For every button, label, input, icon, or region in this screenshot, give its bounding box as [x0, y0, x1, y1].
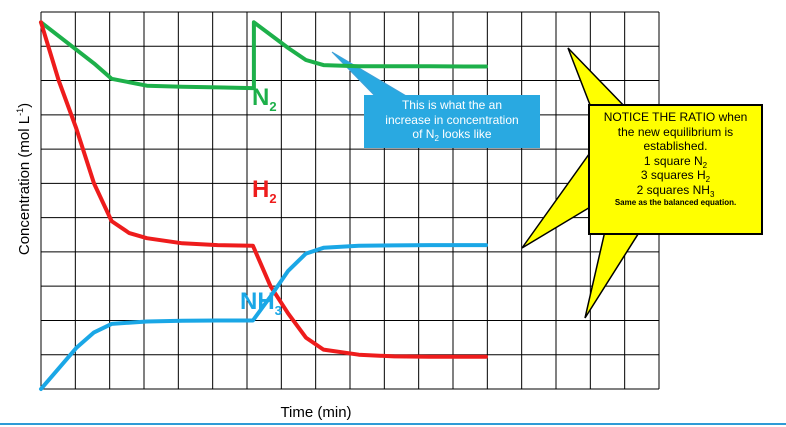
- yellow-callout-line-1: NOTICE THE RATIO when: [603, 110, 748, 124]
- yellow-callout-arrow-to-n2: [567, 47, 630, 111]
- yellow-callout-line-3: established.: [643, 139, 708, 153]
- chart-grid: [40, 11, 660, 390]
- y-axis-label: Concentration (mol L-1): [15, 102, 33, 256]
- yellow-callout-arrow-to-nh3: [521, 147, 593, 249]
- yellow-callout-line-2: the new equilibrium is: [617, 124, 734, 139]
- h2-series-label: H2: [252, 176, 277, 207]
- yellow-callout-note: Same as the balanced equation.: [614, 198, 737, 207]
- chart-series: [39, 20, 488, 391]
- n2-increase-callout: This is what the an increase in concentr…: [364, 95, 540, 148]
- bottom-rule: [0, 423, 786, 425]
- callout-arrows: [331, 47, 642, 319]
- yellow-callout-arrow-to-h2: [584, 230, 642, 319]
- series-line-nh3: [39, 243, 488, 391]
- blue-callout-line-2: increase in concentration: [385, 112, 519, 127]
- yellow-callout-line-4: 1 square N2: [643, 153, 708, 170]
- x-axis-label: Time (min): [280, 404, 352, 421]
- nh3-series-label: NH3: [240, 288, 282, 319]
- n2-series-label: N2: [252, 84, 277, 115]
- blue-callout-arrow: [331, 51, 410, 98]
- yellow-callout-line-5: 3 squares H2: [640, 168, 711, 184]
- series-line-n2: [39, 20, 488, 91]
- blue-callout-line-1: This is what the an: [401, 98, 503, 112]
- series-line-h2: [39, 20, 488, 359]
- ratio-callout: NOTICE THE RATIO when the new equilibriu…: [588, 104, 763, 235]
- blue-callout-line-3: of N2 looks like: [412, 127, 492, 143]
- yellow-callout-line-6: 2 squares NH3: [636, 182, 715, 199]
